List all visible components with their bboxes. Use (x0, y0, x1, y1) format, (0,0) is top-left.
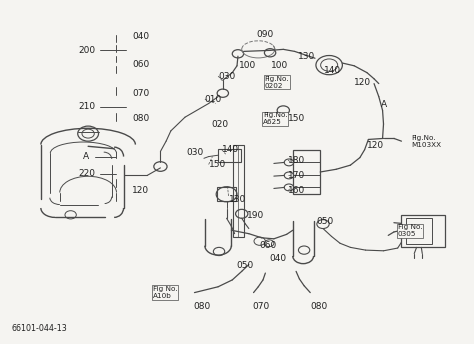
Text: 140: 140 (324, 66, 342, 75)
Text: 210: 210 (79, 103, 96, 111)
Text: 050: 050 (317, 217, 334, 226)
Text: 060: 060 (132, 60, 149, 68)
Text: 130: 130 (298, 52, 315, 61)
Text: 020: 020 (211, 120, 228, 129)
Text: 200: 200 (79, 46, 96, 55)
Text: 060: 060 (260, 241, 277, 250)
Text: 050: 050 (236, 261, 253, 270)
Text: 120: 120 (132, 186, 149, 195)
Text: 030: 030 (218, 72, 236, 81)
Text: A: A (83, 152, 90, 161)
Text: 190: 190 (247, 211, 264, 221)
Text: 120: 120 (367, 141, 384, 150)
Text: 080: 080 (310, 302, 328, 311)
Bar (401, 215, 445, 247)
Bar (406, 218, 432, 244)
Text: 030: 030 (186, 148, 203, 157)
Text: 100: 100 (271, 61, 288, 69)
Text: 160: 160 (288, 186, 305, 195)
Text: Fig No.
0305: Fig No. 0305 (398, 224, 422, 237)
Text: 040: 040 (269, 254, 286, 263)
Bar (233, 144, 244, 237)
Text: 180: 180 (288, 155, 305, 164)
Text: 150: 150 (209, 160, 226, 169)
Text: 130: 130 (228, 195, 246, 204)
Text: 070: 070 (252, 302, 269, 311)
Text: A: A (381, 100, 387, 109)
Bar (218, 149, 241, 162)
Text: Fig No.
A10b: Fig No. A10b (153, 286, 177, 299)
Text: Fig.No.
M103XX: Fig.No. M103XX (411, 135, 441, 148)
Text: 040: 040 (132, 32, 149, 41)
Text: 170: 170 (288, 171, 305, 180)
Text: 140: 140 (222, 145, 239, 154)
Text: 66101-044-13: 66101-044-13 (11, 324, 67, 333)
Text: 150: 150 (288, 115, 305, 123)
Text: 090: 090 (257, 31, 274, 40)
Bar (217, 187, 236, 201)
Text: 120: 120 (354, 78, 371, 87)
Text: Fig.No.
A625: Fig.No. A625 (263, 112, 288, 126)
Text: Fig.No.
0202: Fig.No. 0202 (264, 76, 289, 89)
Text: 080: 080 (193, 302, 211, 311)
Text: 100: 100 (239, 61, 256, 69)
Text: 080: 080 (132, 115, 149, 123)
Bar (293, 150, 320, 194)
Text: 220: 220 (79, 169, 96, 178)
Text: 070: 070 (132, 89, 149, 98)
Text: 010: 010 (205, 95, 222, 104)
